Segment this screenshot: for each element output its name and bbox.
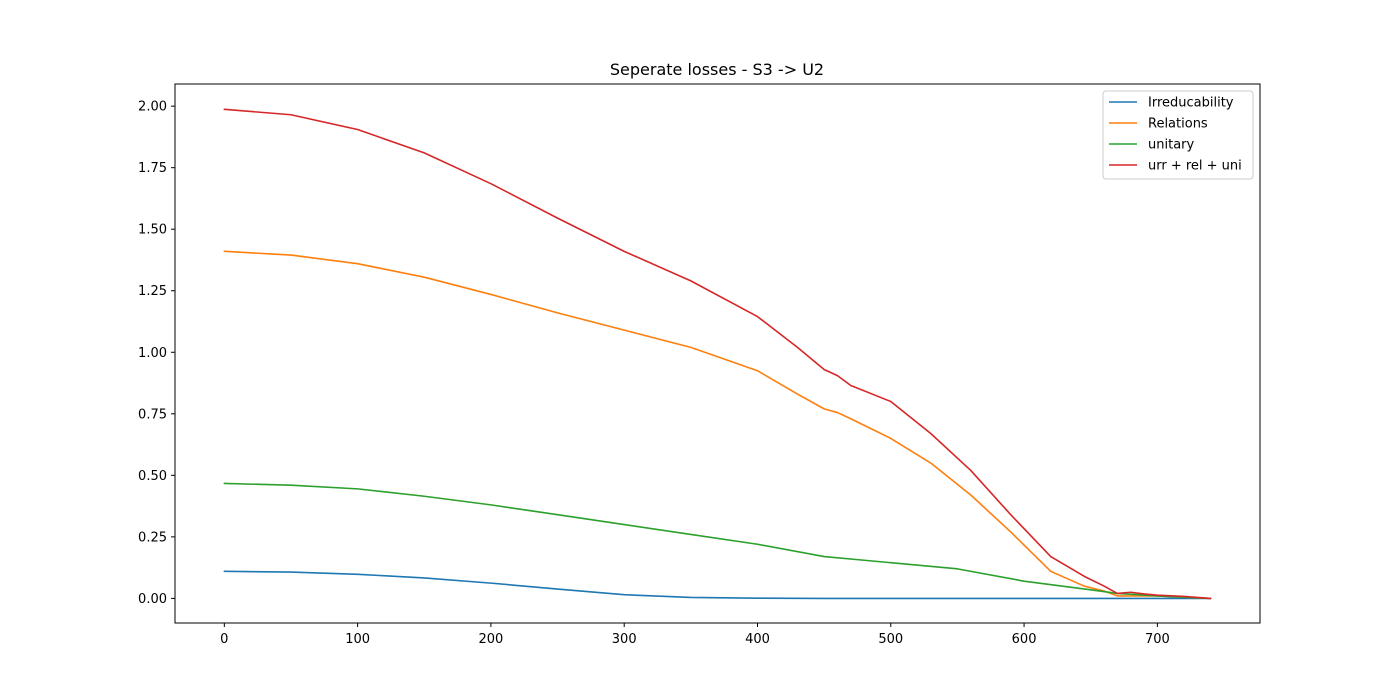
legend-box [1102,90,1254,180]
legend-label-2: Relations [1148,117,1208,132]
series-line-2 [223,250,1212,600]
legend-label-3: unitary [1148,138,1194,153]
plot-frame [174,83,1261,624]
x-tick-label: 400 [745,632,770,647]
series-line-4 [223,108,1212,600]
y-axis: 0.00 0.25 0.50 0.75 1.00 1.25 1.50 1.75 2.00 [138,100,175,607]
y-tick-label: 0.75 [138,407,167,422]
legend-label-4: urr + rel + uni [1148,159,1242,174]
x-tick-label: 500 [878,632,903,647]
legend: Irreducability Relations unitary urr + rel … [1102,90,1254,180]
y-tick-label: 0.50 [138,469,167,484]
y-tick-label: 1.50 [138,223,167,238]
y-tick-label: 2.00 [138,100,167,115]
x-tick-label: 300 [612,632,637,647]
x-axis: 0 100 200 300 400 500 600 700 [220,623,1170,647]
series-line-3 [223,482,1212,600]
legend-label-1: Irreducability [1148,96,1234,111]
chart-title: Seperate losses - S3 -> U2 [610,60,824,79]
series-line-1 [223,570,1212,600]
y-tick-label: 0.00 [138,592,167,607]
x-tick-label: 0 [220,632,228,647]
y-tick-label: 1.75 [138,161,167,176]
y-tick-label: 1.00 [138,346,167,361]
x-tick-label: 200 [478,632,503,647]
x-tick-label: 700 [1145,632,1170,647]
series-group [223,108,1212,600]
x-tick-label: 100 [345,632,370,647]
y-tick-label: 1.25 [138,284,167,299]
y-tick-label: 0.25 [138,530,167,545]
x-tick-label: 600 [1012,632,1037,647]
plot-area [175,84,1260,623]
